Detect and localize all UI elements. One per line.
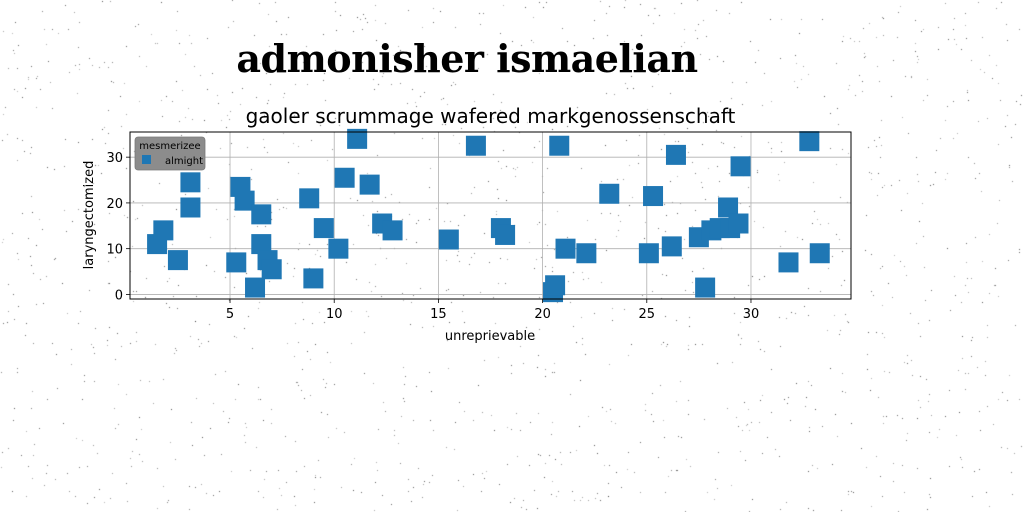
- data-point: [347, 128, 368, 149]
- data-point: [665, 144, 686, 165]
- y-axis-label: laryngectomized: [82, 161, 97, 270]
- data-point: [661, 236, 682, 257]
- data-point: [599, 183, 620, 204]
- data-point: [730, 156, 751, 177]
- x-tick-label: 15: [430, 307, 447, 322]
- data-point: [465, 135, 486, 156]
- data-point: [261, 259, 282, 280]
- data-point: [234, 190, 255, 211]
- data-point: [809, 243, 830, 264]
- data-point: [799, 131, 820, 152]
- y-tick-label: 0: [115, 288, 123, 303]
- data-point: [245, 277, 266, 298]
- legend: mesmerizee almight: [134, 136, 206, 171]
- data-point: [167, 250, 188, 271]
- data-point: [251, 234, 272, 255]
- grid-lines: [130, 132, 851, 299]
- data-point: [545, 275, 566, 296]
- chart-subtitle: gaoler scrummage wafered markgenossensch…: [245, 104, 736, 128]
- data-points: [147, 128, 830, 303]
- x-tick-label: 30: [743, 307, 760, 322]
- data-point: [153, 220, 174, 241]
- y-tick-label: 10: [106, 243, 123, 258]
- data-point: [313, 218, 334, 239]
- y-tick-label: 20: [106, 197, 123, 212]
- data-point: [695, 277, 716, 298]
- data-point: [328, 238, 349, 259]
- data-point: [251, 204, 272, 225]
- data-point: [643, 186, 664, 207]
- data-point: [299, 188, 320, 209]
- legend-box: [134, 136, 206, 171]
- x-tick-label: 10: [326, 307, 343, 322]
- axis-ticks: 5 10 15 20 25 30 0 10 20 30: [106, 151, 759, 322]
- data-point: [334, 167, 355, 188]
- data-point: [728, 213, 749, 234]
- data-point: [226, 252, 247, 273]
- figure-title: admonisher ismaelian: [236, 36, 698, 81]
- data-point: [180, 172, 201, 193]
- data-point: [382, 220, 403, 241]
- data-point: [495, 224, 516, 245]
- x-tick-label: 20: [534, 307, 551, 322]
- x-tick-label: 5: [226, 307, 234, 322]
- y-tick-label: 30: [106, 151, 123, 166]
- data-point: [718, 197, 739, 218]
- x-tick-label: 25: [639, 307, 656, 322]
- plot-frame: [129, 131, 852, 300]
- data-point: [438, 229, 459, 250]
- data-point: [576, 243, 597, 264]
- legend-marker: [142, 155, 151, 164]
- data-point: [555, 238, 576, 259]
- data-point: [638, 243, 659, 264]
- data-point: [180, 197, 201, 218]
- legend-title: mesmerizee: [139, 141, 200, 152]
- data-point: [549, 135, 570, 156]
- legend-label: almight: [165, 156, 203, 167]
- data-point: [303, 268, 324, 289]
- data-point: [359, 174, 380, 195]
- data-point: [778, 252, 799, 273]
- x-axis-label: unreprievable: [445, 329, 535, 344]
